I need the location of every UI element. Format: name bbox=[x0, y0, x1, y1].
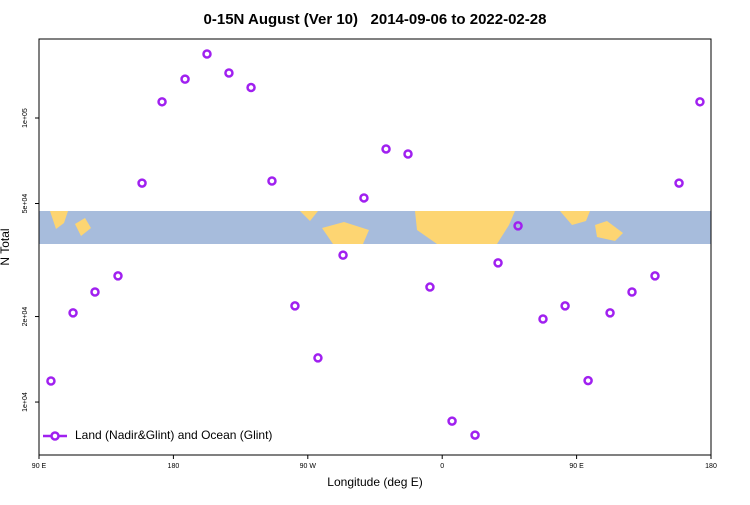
legend-item: Land (Nadir&Glint) and Ocean (Glint) bbox=[43, 428, 272, 442]
point bbox=[650, 271, 660, 281]
y-tick-label: 1e+05 bbox=[22, 108, 29, 128]
chart-title: 0-15N August (Ver 10) 2014-09-06 to 2022… bbox=[204, 11, 547, 28]
y-tick-label: 5e+04 bbox=[22, 194, 29, 214]
x-tick-label: 90 E bbox=[32, 463, 47, 470]
point bbox=[470, 430, 480, 440]
point bbox=[674, 178, 684, 188]
x-axis-label: Longitude (deg E) bbox=[327, 475, 422, 489]
point bbox=[180, 74, 190, 84]
point bbox=[113, 271, 123, 281]
point bbox=[157, 97, 167, 107]
legend-marker bbox=[50, 431, 60, 441]
x-tick-label: 90 W bbox=[300, 463, 317, 470]
point bbox=[137, 178, 147, 188]
y-tick-label: 1e+04 bbox=[22, 392, 29, 412]
point bbox=[202, 49, 212, 59]
point bbox=[224, 68, 234, 78]
y-tick-label: 2e+04 bbox=[22, 307, 29, 327]
point bbox=[313, 353, 323, 363]
point bbox=[403, 149, 413, 159]
point bbox=[267, 176, 277, 186]
x-tick-label: 0 bbox=[440, 463, 444, 470]
point bbox=[447, 416, 457, 426]
point bbox=[46, 376, 56, 386]
y-axis-label: N Total bbox=[0, 228, 12, 265]
x-tick-label: 90 E bbox=[569, 463, 584, 470]
point bbox=[338, 250, 348, 260]
x-tick-label: 180 bbox=[705, 463, 717, 470]
point bbox=[695, 97, 705, 107]
point bbox=[425, 282, 435, 292]
point bbox=[290, 301, 300, 311]
x-tick-label: 180 bbox=[168, 463, 180, 470]
plot-frame bbox=[38, 38, 712, 456]
point bbox=[359, 193, 369, 203]
point bbox=[513, 221, 523, 231]
point bbox=[583, 375, 593, 386]
point bbox=[90, 287, 100, 297]
point bbox=[68, 308, 78, 318]
point bbox=[627, 287, 637, 297]
legend-label: Land (Nadir&Glint) and Ocean (Glint) bbox=[75, 428, 272, 442]
point bbox=[493, 258, 503, 268]
point bbox=[560, 301, 570, 311]
land bbox=[50, 211, 623, 244]
point bbox=[605, 308, 615, 318]
point bbox=[538, 314, 548, 324]
point bbox=[246, 82, 256, 93]
point bbox=[381, 144, 391, 154]
map-band bbox=[39, 211, 711, 244]
